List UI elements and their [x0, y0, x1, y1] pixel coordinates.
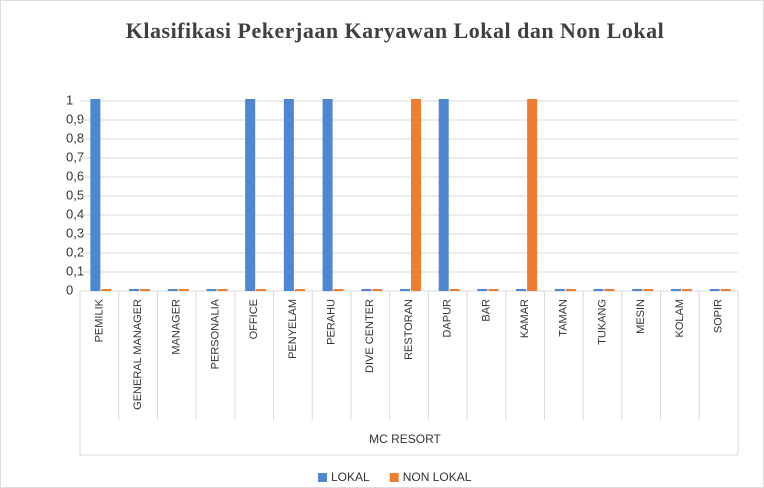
y-tick-label: 0,8: [66, 130, 84, 145]
bar: [488, 289, 499, 291]
bar: [333, 289, 344, 291]
y-tick-label: 0,2: [66, 244, 84, 259]
y-tick-label: 0: [66, 282, 73, 297]
x-tick-label: PEMILIK: [93, 298, 105, 342]
bar: [322, 99, 333, 291]
y-tick-label: 0,7: [66, 149, 84, 164]
bar: [720, 289, 731, 291]
x-tick-label: MESIN: [635, 299, 647, 334]
legend-label: NON LOKAL: [403, 470, 472, 484]
x-tick-label: OFFICE: [248, 299, 260, 339]
chart-title: Klasifikasi Pekerjaan Karyawan Lokal dan…: [125, 18, 665, 43]
bar: [90, 99, 101, 291]
x-tick-label: TAMAN: [558, 299, 570, 337]
bar: [632, 289, 643, 291]
bar: [400, 289, 410, 291]
bar: [101, 289, 112, 291]
bar: [294, 289, 305, 291]
x-tick-label: PERSONALIA: [209, 298, 221, 369]
y-tick-label: 0,1: [66, 263, 84, 278]
x-tick-label: SOPIR: [713, 299, 725, 333]
bar: [477, 289, 488, 291]
bar: [681, 289, 692, 291]
x-tick-label: TUKANG: [596, 299, 608, 345]
x-tick-label: BAR: [480, 299, 492, 322]
legend-swatch: [389, 473, 399, 482]
bar: [516, 289, 527, 291]
bar: [283, 99, 294, 291]
x-tick-label: DIVE CENTER: [364, 299, 376, 373]
x-tick-label: PENYELAM: [287, 299, 299, 359]
x-tick-label: RESTORAN: [403, 299, 415, 360]
bar: [643, 289, 654, 291]
legend-label: LOKAL: [331, 470, 370, 484]
bar: [709, 289, 720, 291]
y-tick-label: 1: [66, 92, 73, 107]
x-tick-label: DAPUR: [442, 299, 454, 338]
y-tick-label: 0,4: [66, 206, 84, 221]
bar: [256, 289, 267, 291]
bar: [527, 99, 538, 291]
bar: [129, 289, 140, 291]
legend-swatch: [318, 473, 327, 482]
bar: [449, 289, 460, 291]
y-tick-label: 0,5: [66, 187, 84, 202]
bar: [593, 289, 604, 291]
bar: [670, 289, 681, 291]
bar: [167, 289, 178, 291]
y-tick-label: 0,9: [66, 111, 84, 126]
bar: [411, 99, 421, 291]
bar: [372, 289, 383, 291]
bar: [438, 99, 449, 291]
bar: [178, 289, 189, 291]
bar: [206, 289, 217, 291]
bar: [217, 289, 228, 291]
x-tick-label: MANAGER: [171, 299, 183, 355]
bar: [245, 99, 256, 291]
x-axis-title: MC RESORT: [369, 432, 441, 446]
bar: [604, 289, 615, 291]
y-tick-label: 0,6: [66, 168, 84, 183]
bar: [565, 289, 576, 291]
y-tick-label: 0,3: [66, 225, 84, 240]
bar: [554, 289, 565, 291]
x-tick-label: KAMAR: [519, 299, 531, 338]
bar: [361, 289, 372, 291]
x-tick-label: GENERAL MANAGER: [132, 299, 144, 410]
bar: [140, 289, 151, 291]
x-tick-label: PERAHU: [325, 299, 337, 345]
x-tick-label: KOLAM: [674, 299, 686, 338]
